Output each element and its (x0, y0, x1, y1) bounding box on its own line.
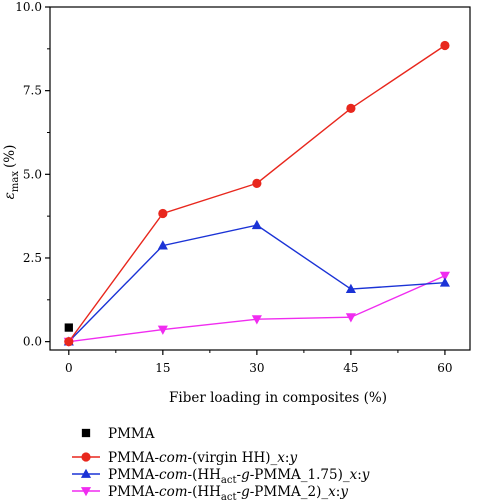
x-tick-label: 15 (155, 361, 170, 375)
legend-label-part: com (159, 484, 188, 500)
data-point-s3-3 (345, 313, 356, 323)
y-axis-title: εmax (%) (2, 145, 21, 200)
legend-label-part: act (221, 475, 237, 486)
y-tick-label: 2.5 (23, 251, 42, 265)
legend-label-2: PMMA-com-(HHact-g-PMMA_1.75)_x:y (108, 467, 370, 486)
legend-label-part: -PMMA_1.75)_ (250, 467, 350, 483)
data-point-s3-1 (157, 325, 168, 335)
legend-label-part: y (339, 484, 348, 500)
plot-frame (49, 6, 471, 351)
legend-label-part: com (159, 450, 188, 466)
series-line-1 (68, 44, 446, 343)
data-point-s1-1 (158, 208, 168, 219)
legend-label-part: x (328, 484, 336, 500)
legend-label-part: : (285, 450, 290, 466)
legend-label-part: x (350, 467, 358, 483)
legend-label-part: PMMA- (108, 467, 159, 483)
legend-marker-0 (81, 428, 91, 438)
legend-label-part: y (361, 467, 370, 483)
legend-label-part: act (221, 492, 237, 500)
data-point-s0-0 (64, 323, 73, 332)
data-point-s2-3 (345, 283, 356, 294)
legend-label-0: PMMA (108, 426, 155, 442)
legend-label-part: -(HH (188, 484, 222, 500)
y-tick-label: 7.5 (23, 84, 42, 98)
legend-label-part: PMMA- (108, 484, 159, 500)
legend-label-3: PMMA-com-(HHact-g-PMMA_2)_x:y (108, 484, 348, 500)
legend-label-part: PMMA- (108, 450, 159, 466)
data-point-s2-1 (157, 240, 168, 250)
data-point-s3-2 (251, 315, 262, 325)
legend-label-part: : (357, 467, 362, 483)
y-tick-label: 0.0 (23, 335, 42, 349)
data-point-s3-4 (439, 271, 450, 282)
data-point-s1-0 (64, 337, 74, 347)
x-tick-label: 30 (249, 361, 264, 375)
legend-label-part: : (336, 484, 341, 500)
legend-label-part: -PMMA_2)_ (250, 484, 329, 500)
legend-label-part: -(HH (188, 467, 222, 483)
data-point-s1-2 (252, 178, 262, 188)
data-point-s2-2 (251, 219, 262, 230)
y-tick-label: 5.0 (23, 167, 42, 181)
x-axis-title: Fiber loading in composites (%) (169, 390, 387, 406)
legend-label-1: PMMA-com-(virgin HH)_x:y (108, 450, 297, 466)
plot-area (63, 40, 450, 347)
y-axis-symbol: ε (2, 192, 18, 199)
y-tick-label: 10.0 (15, 0, 42, 14)
axes: 0 15 30 45 60 0.0 2.5 5.0 7.5 10.0 (15, 0, 471, 375)
legend-label-part: - (237, 484, 242, 500)
legend-marker-2 (80, 468, 92, 478)
legend-marker-3 (80, 487, 92, 497)
legend-label-part: g (241, 467, 250, 483)
x-tick-label: 60 (437, 361, 452, 375)
data-point-s1-4 (440, 40, 450, 51)
legend-label-part: -(virgin HH)_ (188, 450, 278, 466)
legend-label-part: - (237, 467, 242, 483)
data-point-s2-4 (439, 277, 450, 287)
legend-label-part: com (159, 467, 188, 483)
legend-label-part: x (277, 450, 285, 466)
data-point-s1-3 (346, 103, 356, 113)
legend-label-part: y (288, 450, 297, 466)
series-line-3 (68, 275, 446, 343)
legend-marker-1 (81, 452, 91, 462)
x-tick-label: 0 (65, 361, 73, 375)
legend-label-part: g (241, 484, 250, 500)
y-axis-unit: (%) (2, 145, 18, 168)
x-tick-label: 45 (343, 361, 358, 375)
y-axis-subscript: max (10, 171, 21, 192)
